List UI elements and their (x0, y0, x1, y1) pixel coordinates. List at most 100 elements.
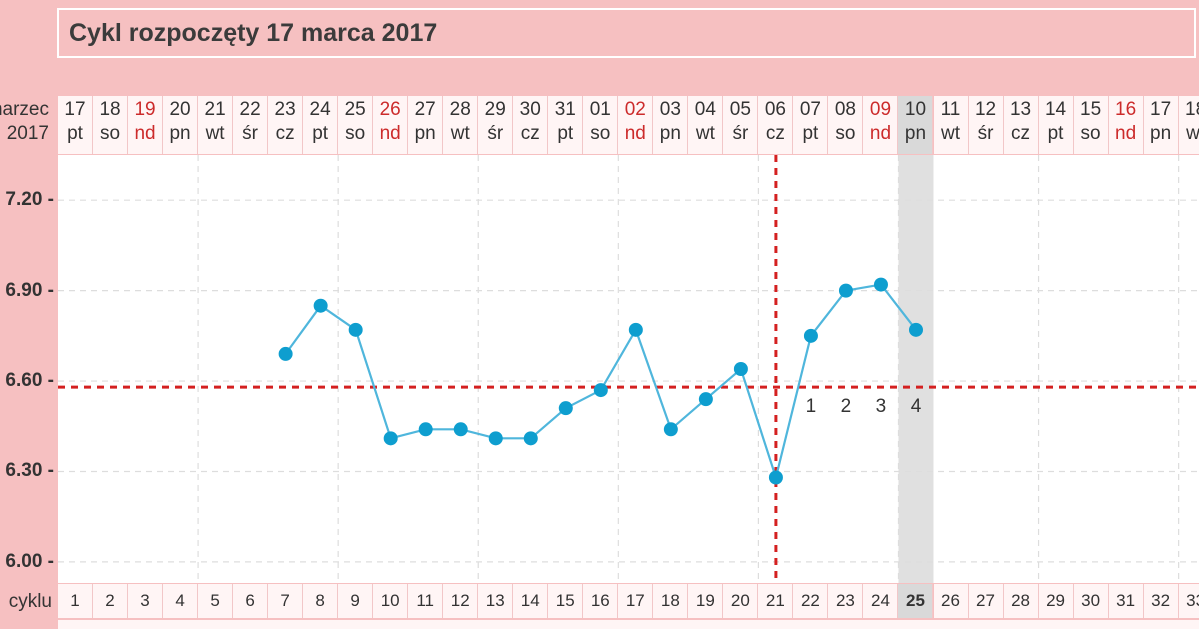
weekday-abbrev: pn (414, 123, 436, 144)
cycle-row-label: cyklu (8, 591, 52, 612)
date-cell[interactable]: 26 nd (373, 96, 409, 154)
date-cell[interactable]: 21 wt (198, 96, 234, 154)
cycle-day-cell[interactable]: 33 (1178, 584, 1199, 618)
temperature-point (453, 422, 468, 437)
cycle-day-cell[interactable]: 29 (1038, 584, 1074, 618)
temperature-point (873, 277, 888, 292)
weekday-abbrev: śr (732, 123, 749, 144)
date-cell[interactable]: 07 pt (793, 96, 829, 154)
date-cell[interactable]: 02 nd (618, 96, 654, 154)
date-cell[interactable]: 22 śr (233, 96, 269, 154)
cycle-day-cell[interactable]: 26 (933, 584, 969, 618)
cycle-day-cell[interactable]: 23 (828, 584, 864, 618)
cycle-day-cell[interactable]: 15 (548, 584, 584, 618)
date-number: 22 (239, 99, 261, 120)
cycle-day-cell[interactable]: 28 (1003, 584, 1039, 618)
bottom-partial-row (58, 620, 1199, 629)
cycle-day-cell[interactable]: 19 (688, 584, 724, 618)
cycle-day-cell[interactable]: 22 (793, 584, 829, 618)
date-cell[interactable]: 17 pn (1143, 96, 1179, 154)
date-cell[interactable]: 19 nd (128, 96, 164, 154)
cycle-day-cell[interactable]: 9 (338, 584, 374, 618)
date-cell[interactable]: 25 so (338, 96, 374, 154)
date-number: 24 (309, 99, 331, 120)
weekday-abbrev: pn (169, 123, 191, 144)
date-cell[interactable]: 24 pt (303, 96, 339, 154)
cycle-day-cell[interactable]: 2 (93, 584, 129, 618)
chart-svg: 1 2 3 4 (58, 155, 1199, 583)
y-tick-label: 6.60 - (5, 370, 54, 392)
weekday-abbrev: cz (520, 123, 540, 144)
cycle-day-cell[interactable]: 10 (373, 584, 409, 618)
date-cell[interactable]: 31 pt (548, 96, 584, 154)
date-cell[interactable]: 10 pn (898, 96, 934, 154)
cycle-day-cell[interactable]: 4 (163, 584, 199, 618)
cycle-day-cell[interactable]: 3 (128, 584, 164, 618)
temperature-point (803, 328, 818, 343)
date-cell[interactable]: 03 pn (653, 96, 689, 154)
cycle-day-cell[interactable]: 24 (863, 584, 899, 618)
weekday-abbrev: pt (312, 123, 329, 144)
cycle-day-cell[interactable]: 25 (898, 584, 934, 618)
cycle-day-cell[interactable]: 20 (723, 584, 759, 618)
date-cell[interactable]: 28 wt (443, 96, 479, 154)
date-cell[interactable]: 14 pt (1038, 96, 1074, 154)
weekday-abbrev: nd (1115, 123, 1137, 144)
date-number: 31 (554, 99, 576, 120)
cycle-day-cell[interactable]: 30 (1073, 584, 1109, 618)
date-cell[interactable]: 27 pn (408, 96, 444, 154)
cycle-day-cell[interactable]: 13 (478, 584, 514, 618)
date-cell[interactable]: 30 cz (513, 96, 549, 154)
date-cell[interactable]: 18 wt (1178, 96, 1199, 154)
cycle-day-cell[interactable]: 21 (758, 584, 794, 618)
weekday-abbrev: so (835, 123, 856, 144)
cycle-day-cell[interactable]: 16 (583, 584, 619, 618)
cycle-day-cell[interactable]: 7 (268, 584, 304, 618)
date-number: 18 (1185, 99, 1199, 120)
date-cell[interactable]: 18 so (93, 96, 129, 154)
weekday-abbrev: pt (1047, 123, 1064, 144)
date-cell[interactable]: 04 wt (688, 96, 724, 154)
date-cell[interactable]: 05 śr (723, 96, 759, 154)
date-cell[interactable]: 01 so (583, 96, 619, 154)
weekday-abbrev: cz (275, 123, 295, 144)
date-number: 13 (1009, 99, 1032, 120)
cycle-day-cell[interactable]: 14 (513, 584, 549, 618)
cycle-day-cell[interactable]: 31 (1108, 584, 1144, 618)
date-cell[interactable]: 16 nd (1108, 96, 1144, 154)
date-cell[interactable]: 17 pt (58, 96, 93, 154)
date-cell[interactable]: 11 wt (933, 96, 969, 154)
date-number: 05 (729, 99, 751, 120)
y-axis-ticks: 7.20 - 6.90 - 6.60 - 6.30 - 6.00 - (0, 155, 58, 583)
cycle-day-cell[interactable]: 5 (198, 584, 234, 618)
date-cell[interactable]: 06 cz (758, 96, 794, 154)
date-number: 08 (834, 99, 856, 120)
date-cell[interactable]: 08 so (828, 96, 864, 154)
date-number: 14 (1044, 99, 1067, 120)
weekday-abbrev: pn (1150, 123, 1172, 144)
date-number: 19 (134, 99, 156, 120)
cycle-day-cell[interactable]: 6 (233, 584, 269, 618)
weekday-abbrev: wt (941, 123, 960, 144)
cycle-day-cell[interactable]: 32 (1143, 584, 1179, 618)
weekday-abbrev: so (1080, 123, 1101, 144)
date-number: 10 (904, 99, 927, 120)
cycle-day-cell[interactable]: 12 (443, 584, 479, 618)
weekday-abbrev: nd (624, 123, 646, 144)
date-cell[interactable]: 15 so (1073, 96, 1109, 154)
cycle-day-cell[interactable]: 17 (618, 584, 654, 618)
temperature-point (418, 422, 433, 437)
date-cell[interactable]: 09 nd (863, 96, 899, 154)
cycle-day-cell[interactable]: 8 (303, 584, 339, 618)
cycle-day-cell[interactable]: 11 (408, 584, 444, 618)
date-cell[interactable]: 20 pn (163, 96, 199, 154)
cycle-day-cell[interactable]: 1 (58, 584, 93, 618)
cycle-title: Cykl rozpoczęty 17 marca 2017 (69, 19, 438, 47)
cycle-day-cell[interactable]: 27 (968, 584, 1004, 618)
y-tick-label: 6.00 - (5, 550, 54, 572)
date-cell[interactable]: 23 cz (268, 96, 304, 154)
date-cell[interactable]: 12 śr (968, 96, 1004, 154)
date-cell[interactable]: 13 cz (1003, 96, 1039, 154)
cycle-day-cell[interactable]: 18 (653, 584, 689, 618)
date-cell[interactable]: 29 śr (478, 96, 514, 154)
